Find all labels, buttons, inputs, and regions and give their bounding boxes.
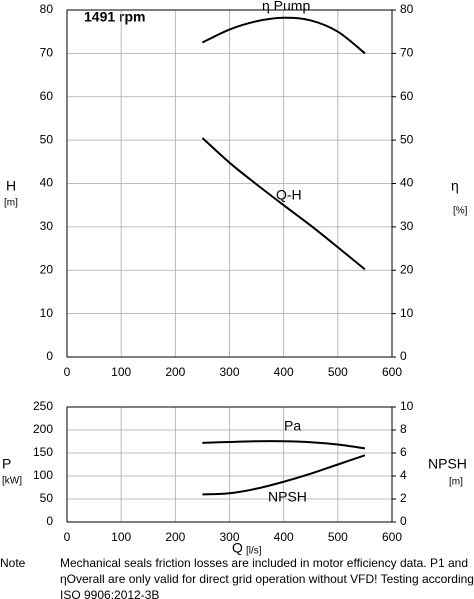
y-tick-label: 50 [40,132,54,146]
plot-frame [66,406,393,523]
y-tick-label: 40 [40,176,54,190]
y2-tick-label: 4 [400,468,407,482]
x-tick-label: 400 [274,530,294,544]
y2-axis-unit: [%] [453,206,468,217]
y2-axis-unit: [m] [449,477,463,488]
y-axis-title: H [6,178,16,194]
y2-tick-label: 0 [400,349,407,363]
x-tick-label: 500 [328,530,348,544]
y2-tick-label: 6 [400,445,407,459]
y2-tick-label: 50 [400,132,414,146]
curve-label: NPSH [268,489,307,505]
note-line: ISO 9906:2012-3B [60,588,159,599]
x-tick-label: 100 [111,530,131,544]
y-tick-label: 0 [46,514,53,528]
note-line: ηOverall are only valid for direct grid … [60,572,474,586]
speed-annotation: 1491 rpm [84,9,145,25]
y2-tick-label: 70 [400,46,414,60]
x-tick-label: 400 [274,365,294,379]
y-axis-title: P [2,456,11,472]
y-tick-label: 150 [33,445,53,459]
curve [202,454,366,496]
curve-label: η Pump [262,0,310,14]
y2-tick-label: 2 [400,491,407,505]
y-tick-label: 200 [33,422,53,436]
y2-axis-title: η [451,178,459,194]
x-tick-label: 500 [328,365,348,379]
y-tick-label: 20 [40,262,54,276]
y2-tick-label: 40 [400,176,414,190]
x-tick-label: 0 [64,530,71,544]
y-axis-unit: [kW] [2,476,22,487]
plot-frame [66,9,393,358]
y2-tick-label: 30 [400,219,414,233]
y-tick-label: 70 [40,46,54,60]
x-tick-label: 0 [64,365,71,379]
x-axis-title: Q [232,540,243,556]
y-tick-label: 30 [40,219,54,233]
x-tick-label: 200 [165,530,185,544]
x-axis-unit: [l/s] [246,546,262,557]
note-line: Mechanical seals friction losses are inc… [60,556,468,570]
curve [201,16,366,55]
y-tick-label: 250 [33,399,53,413]
x-tick-label: 300 [219,530,239,544]
curve [202,440,366,450]
note-label: Note [0,556,26,570]
y2-tick-label: 80 [400,2,414,16]
curve-label: Q-H [276,187,302,203]
y2-tick-label: 20 [400,262,414,276]
y-axis-unit: [m] [4,198,18,209]
y-tick-label: 60 [40,89,54,103]
x-tick-label: 200 [165,365,185,379]
x-tick-label: 300 [219,365,239,379]
x-tick-label: 100 [111,365,131,379]
x-tick-label: 600 [382,365,402,379]
y2-axis-title: NPSH [428,456,467,472]
curve [201,137,366,271]
x-tick-label: 600 [382,530,402,544]
y2-tick-label: 60 [400,89,414,103]
y-tick-label: 80 [40,2,54,16]
y-tick-label: 10 [40,306,54,320]
y-tick-label: 100 [33,468,53,482]
y2-tick-label: 0 [400,514,407,528]
curve-label: Pa [284,418,301,434]
y2-tick-label: 10 [400,399,414,413]
y2-tick-label: 10 [400,306,414,320]
y2-tick-label: 8 [400,422,407,436]
y-tick-label: 0 [46,349,53,363]
y-tick-label: 50 [40,491,54,505]
